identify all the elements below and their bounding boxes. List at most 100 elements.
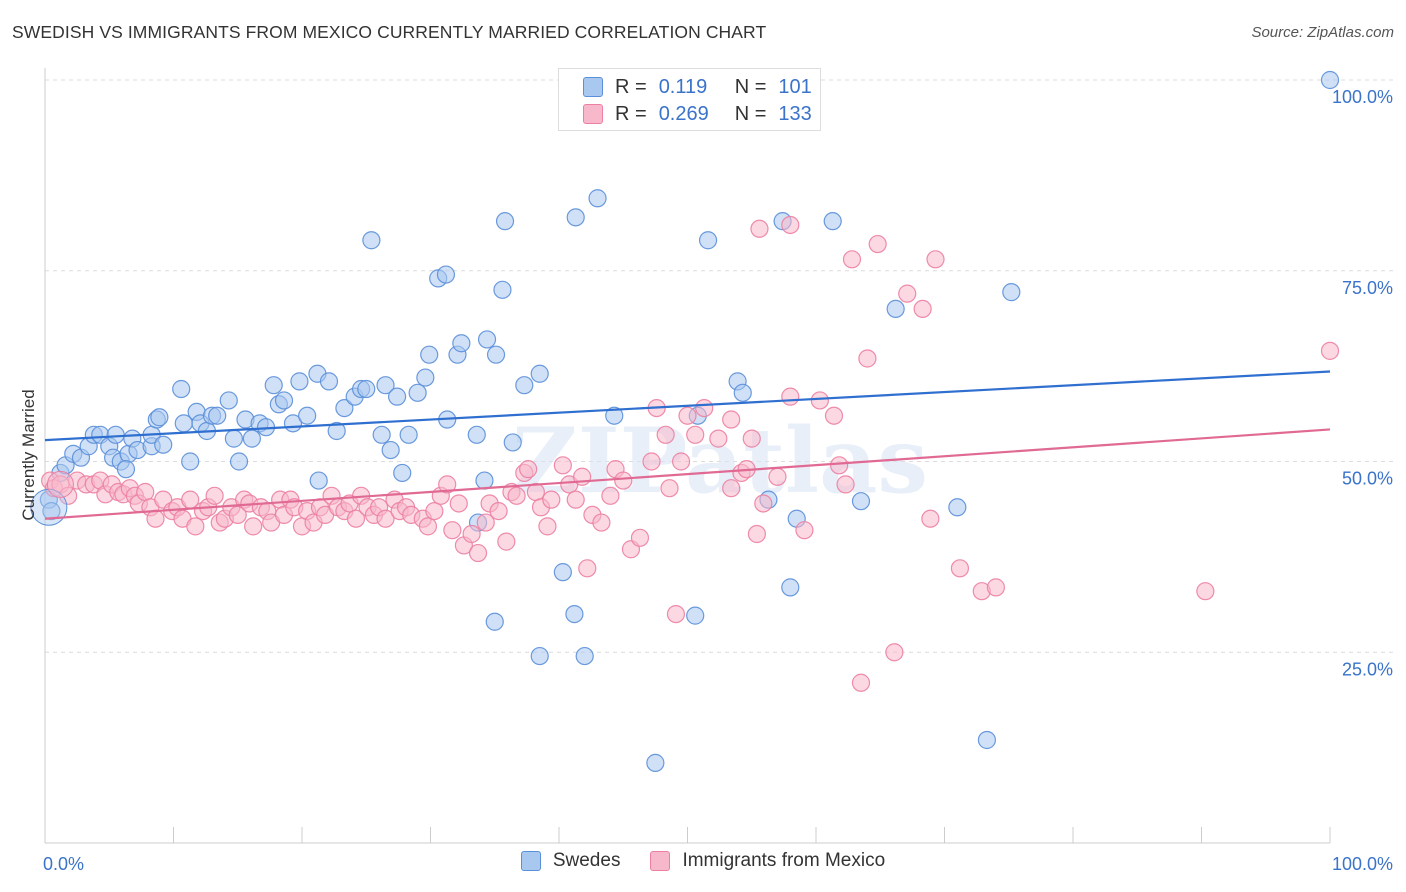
point-mexico xyxy=(781,387,800,406)
point-swedes xyxy=(733,383,752,402)
point-swedes xyxy=(485,612,504,631)
point-swedes xyxy=(486,345,506,364)
point-mexico xyxy=(186,517,205,536)
point-swedes xyxy=(781,578,800,597)
point-mexico xyxy=(566,490,585,509)
y-tick-label: 50.0% xyxy=(1342,469,1393,489)
point-swedes xyxy=(387,387,407,406)
point-swedes xyxy=(376,376,395,395)
legend-row-swedes: R = 0.119 N = 101 xyxy=(583,75,812,99)
point-swedes xyxy=(357,379,376,399)
point-swedes xyxy=(477,330,497,349)
point-swedes xyxy=(977,730,997,750)
point-mexico xyxy=(497,532,516,551)
point-swedes xyxy=(116,460,136,479)
point-swedes xyxy=(309,471,328,490)
point-swedes xyxy=(208,406,227,425)
legend-n-label: N = xyxy=(734,75,767,98)
trend-line-swedes xyxy=(44,370,1331,442)
point-mexico xyxy=(538,517,557,536)
point-swedes xyxy=(298,406,317,425)
point-mexico xyxy=(671,452,691,471)
point-mexico xyxy=(926,250,945,269)
point-mexico xyxy=(425,501,444,521)
point-mexico xyxy=(666,604,686,624)
legend-row-mexico: R = 0.269 N = 133 xyxy=(583,102,812,126)
tick-labels: 25.0% 50.0% 75.0% 100.0% 0.0% 100.0% xyxy=(43,87,1393,874)
point-swedes xyxy=(327,421,346,441)
point-swedes xyxy=(264,376,283,395)
point-mexico xyxy=(136,482,155,502)
legend-r-label: R = xyxy=(615,75,647,98)
point-mexico xyxy=(146,509,165,528)
point-mexico xyxy=(747,524,766,544)
point-swedes xyxy=(399,425,418,444)
point-swedes xyxy=(530,364,549,383)
stats-legend: R = 0.119 N = 101 R = 0.269 N = 133 xyxy=(558,68,821,131)
point-swedes xyxy=(229,452,249,471)
point-mexico xyxy=(722,410,741,429)
point-mexico xyxy=(781,215,800,235)
point-swedes xyxy=(436,265,456,284)
point-swedes xyxy=(475,471,494,490)
legend-label-mexico: Immigrants from Mexico xyxy=(682,850,886,871)
point-swedes xyxy=(575,646,594,666)
point-swedes xyxy=(416,368,435,387)
point-swedes xyxy=(698,231,718,250)
point-swedes xyxy=(605,406,624,425)
y-tick-label: 75.0% xyxy=(1342,278,1393,298)
point-swedes xyxy=(515,376,534,395)
legend-swatch-mexico xyxy=(583,104,603,124)
point-mexico xyxy=(542,490,561,509)
point-mexico xyxy=(885,643,904,662)
point-mexico xyxy=(858,349,877,368)
grid-lines xyxy=(45,79,1395,653)
point-swedes xyxy=(495,212,515,231)
point-mexico xyxy=(346,509,366,528)
point-mexico xyxy=(507,486,526,505)
point-swedes xyxy=(420,345,439,364)
point-mexico xyxy=(553,456,572,475)
y-tick-label: 100.0% xyxy=(1332,87,1393,107)
point-mexico xyxy=(921,509,940,528)
point-mexico xyxy=(986,578,1006,597)
point-mexico xyxy=(830,456,849,475)
point-swedes xyxy=(362,231,381,250)
point-swedes xyxy=(948,498,967,517)
point-mexico xyxy=(642,452,661,471)
point-mexico xyxy=(842,250,862,269)
point-swedes xyxy=(393,463,412,483)
point-mexico xyxy=(686,425,705,444)
point-mexico xyxy=(750,219,769,238)
point-mexico xyxy=(709,429,728,448)
trend-lines xyxy=(44,370,1331,520)
legend-swatch-swedes xyxy=(583,77,603,97)
point-swedes xyxy=(452,334,471,353)
point-swedes xyxy=(274,391,294,410)
point-mexico xyxy=(592,513,611,532)
point-mexico xyxy=(768,467,787,486)
point-mexico xyxy=(462,524,481,544)
point-mexico xyxy=(46,470,74,498)
point-mexico xyxy=(476,513,495,532)
point-mexico xyxy=(656,425,675,444)
point-swedes xyxy=(154,435,173,454)
point-swedes xyxy=(823,212,842,231)
point-mexico xyxy=(742,429,761,448)
point-mexico xyxy=(578,559,597,578)
legend-n-label: N = xyxy=(734,102,767,125)
legend-swatch-swedes xyxy=(520,851,541,871)
point-mexico xyxy=(836,475,855,494)
data-points xyxy=(30,70,1340,772)
point-mexico xyxy=(660,479,679,498)
point-swedes xyxy=(530,646,549,666)
point-mexico xyxy=(614,471,633,490)
point-mexico xyxy=(418,517,438,536)
point-mexico xyxy=(449,494,468,513)
chart-title: SWEDISH VS IMMIGRANTS FROM MEXICO CURREN… xyxy=(12,22,767,42)
point-swedes xyxy=(290,372,309,391)
x-tick-label: 0.0% xyxy=(43,854,84,874)
legend-item-mexico: Immigrants from Mexico xyxy=(650,850,885,872)
point-swedes xyxy=(224,429,243,448)
